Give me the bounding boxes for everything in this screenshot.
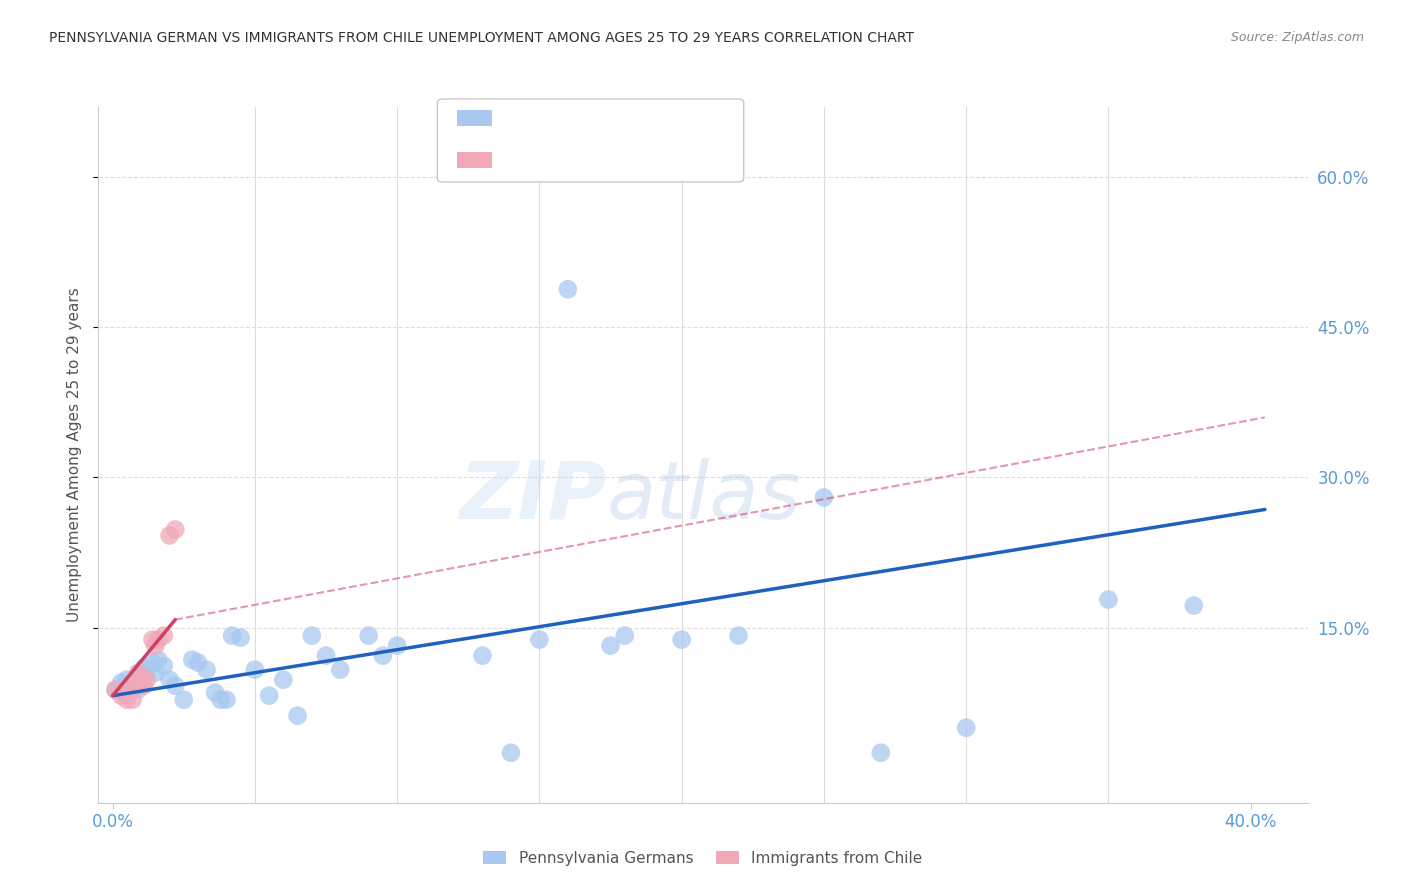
- Point: [613, 629, 636, 643]
- Point: [529, 632, 551, 647]
- Point: [243, 663, 266, 677]
- Point: [115, 673, 138, 687]
- Point: [173, 692, 195, 706]
- Point: [599, 639, 621, 653]
- Point: [159, 673, 181, 687]
- Point: [181, 653, 204, 667]
- Point: [371, 648, 394, 663]
- Point: [955, 721, 977, 735]
- Point: [471, 648, 494, 663]
- Point: [385, 639, 408, 653]
- Point: [135, 663, 157, 677]
- Point: [671, 632, 693, 647]
- Point: [129, 673, 152, 687]
- Point: [221, 629, 243, 643]
- Text: Source: ZipAtlas.com: Source: ZipAtlas.com: [1230, 31, 1364, 45]
- Point: [273, 673, 295, 687]
- Point: [229, 631, 252, 645]
- Point: [127, 665, 149, 680]
- Point: [869, 746, 891, 760]
- Point: [121, 692, 143, 706]
- Point: [153, 658, 176, 673]
- Point: [204, 686, 226, 700]
- Point: [124, 671, 146, 685]
- Point: [104, 682, 127, 697]
- Point: [1182, 599, 1205, 613]
- Text: 36: 36: [630, 111, 651, 125]
- Point: [301, 629, 323, 643]
- Point: [315, 648, 337, 663]
- Point: [118, 682, 141, 697]
- Point: [143, 665, 166, 680]
- Point: [329, 663, 352, 677]
- Point: [141, 632, 163, 647]
- Point: [153, 629, 176, 643]
- Point: [1097, 592, 1119, 607]
- Point: [357, 629, 380, 643]
- Point: [132, 660, 155, 674]
- Point: [135, 673, 157, 687]
- Point: [215, 692, 238, 706]
- Point: [115, 692, 138, 706]
- Point: [112, 686, 135, 700]
- Point: [146, 632, 169, 647]
- Point: [195, 663, 218, 677]
- Text: ZIP: ZIP: [458, 458, 606, 536]
- Point: [118, 679, 141, 693]
- Point: [165, 679, 187, 693]
- Point: [146, 653, 169, 667]
- Text: R =: R =: [502, 153, 536, 167]
- Text: 0.254: 0.254: [537, 111, 585, 125]
- Text: PENNSYLVANIA GERMAN VS IMMIGRANTS FROM CHILE UNEMPLOYMENT AMONG AGES 25 TO 29 YE: PENNSYLVANIA GERMAN VS IMMIGRANTS FROM C…: [49, 31, 914, 45]
- Legend: Pennsylvania Germans, Immigrants from Chile: Pennsylvania Germans, Immigrants from Ch…: [478, 845, 928, 871]
- Point: [209, 692, 232, 706]
- Point: [124, 679, 146, 693]
- Point: [557, 282, 579, 296]
- Point: [110, 675, 132, 690]
- Point: [159, 528, 181, 542]
- Point: [129, 665, 152, 680]
- Text: 0.265: 0.265: [537, 153, 585, 167]
- Point: [165, 523, 187, 537]
- Y-axis label: Unemployment Among Ages 25 to 29 years: Unemployment Among Ages 25 to 29 years: [67, 287, 83, 623]
- Point: [110, 689, 132, 703]
- Text: atlas: atlas: [606, 458, 801, 536]
- Point: [287, 708, 309, 723]
- Point: [104, 682, 127, 697]
- Text: 17: 17: [630, 153, 651, 167]
- Point: [143, 639, 166, 653]
- Point: [127, 682, 149, 697]
- Text: N =: N =: [598, 153, 631, 167]
- Point: [813, 491, 835, 505]
- Point: [132, 679, 155, 693]
- Point: [141, 656, 163, 670]
- Point: [257, 689, 280, 703]
- Text: N =: N =: [598, 111, 631, 125]
- Point: [499, 746, 522, 760]
- Point: [187, 656, 209, 670]
- Point: [727, 629, 749, 643]
- Text: R =: R =: [502, 111, 536, 125]
